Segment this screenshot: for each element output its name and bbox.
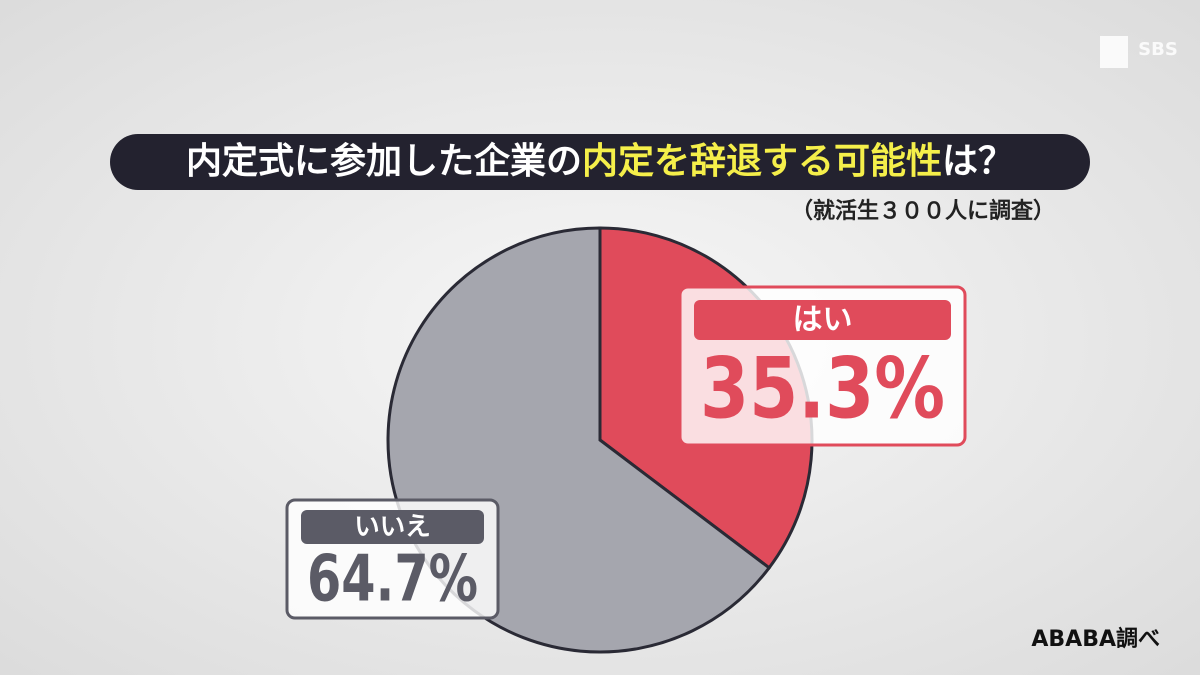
label-header [694,300,951,340]
logo: SBS [1100,36,1178,68]
logo-text: SBS [1138,39,1178,60]
value-label: 35.3% [700,339,945,437]
chart-title: 内定式に参加した企業の内定を辞退する可能性は？ [186,140,1014,182]
label-header [301,510,484,544]
category-label: いいえ [354,512,431,542]
title-part: 内定を辞退する可能性 [582,141,942,182]
logo-icon [1100,36,1128,68]
source: ABABA調べ [1031,626,1160,652]
category-label: はい [793,303,853,338]
value-label: 64.7% [307,543,478,617]
subtitle: （就活生３００人に調査） [791,198,1055,224]
title-part: は？ [942,141,1014,182]
title-bar [110,134,1090,190]
title-part: 内定式に参加した企業の [186,140,582,182]
